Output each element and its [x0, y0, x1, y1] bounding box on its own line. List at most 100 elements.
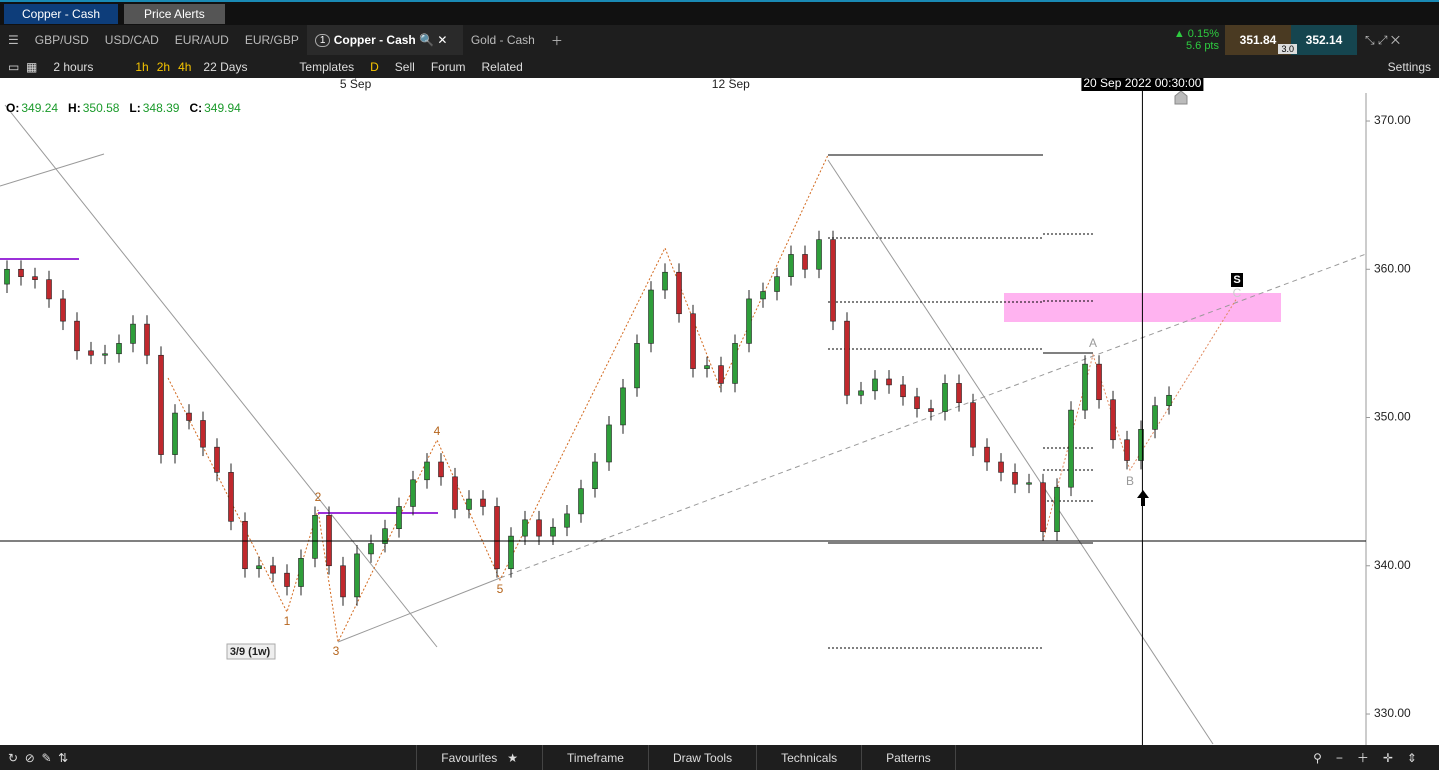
candle-body: [60, 298, 66, 322]
related[interactable]: Related: [481, 59, 523, 74]
candle-body: [172, 412, 178, 455]
wave-label: B: [1126, 474, 1134, 488]
quick-interval[interactable]: 2h: [156, 59, 171, 74]
ohlc-value: 349.24: [21, 101, 59, 115]
candle-body: [354, 553, 360, 598]
candle-body: [18, 268, 24, 277]
candle-body: [382, 528, 388, 544]
window-icons[interactable]: ⤡ ⤢ ✕: [1365, 32, 1401, 47]
market[interactable]: USD/CAD: [104, 33, 159, 47]
sell-price[interactable]: 351.84: [1225, 25, 1291, 55]
signal-bg: [1231, 273, 1243, 287]
candle-body: [1138, 429, 1144, 461]
candle-body: [760, 291, 766, 300]
market[interactable]: EUR/GBP: [244, 33, 299, 47]
candle-body: [662, 271, 668, 291]
candle-body: [928, 408, 934, 412]
candle-body: [942, 383, 948, 412]
candle-body: [1096, 363, 1102, 401]
wave-label: 2: [315, 490, 322, 504]
candle-body: [466, 498, 472, 510]
candle-body: [802, 254, 808, 270]
signal: S: [1233, 274, 1240, 286]
d-button[interactable]: D: [370, 59, 379, 74]
period-label-bg: [226, 643, 276, 660]
bottom-button[interactable]: Timeframe: [542, 745, 648, 770]
candle-body: [368, 543, 374, 555]
tab-name: Copper - Cash: [333, 33, 416, 47]
sell-button[interactable]: Sell: [394, 59, 415, 74]
candle-body: [1054, 486, 1060, 532]
menu-icon[interactable]: ☰: [8, 33, 19, 47]
wave-label: 3: [333, 644, 340, 658]
bottom-button[interactable]: Draw Tools: [647, 745, 756, 770]
candle-body: [858, 390, 864, 396]
candle-body: [704, 365, 710, 369]
zoom-icons[interactable]: ⚲−＋✛⇕: [1313, 751, 1431, 765]
y-tick-label: 360.00: [1374, 261, 1411, 275]
forum[interactable]: Forum: [430, 59, 466, 74]
spread: 3.0: [1278, 44, 1297, 54]
bottom-button[interactable]: Patterns: [861, 745, 956, 770]
ohlc-value: 349.94: [204, 101, 241, 115]
y-tick-label: 330.00: [1374, 706, 1411, 720]
candle-body: [998, 461, 1004, 473]
ohlc-label: C:: [189, 101, 203, 115]
candle-body: [158, 354, 164, 455]
y-tick-label: 340.00: [1374, 558, 1411, 572]
candle-body: [984, 446, 990, 463]
label: Favourites: [441, 750, 498, 765]
market[interactable]: GBP/USD: [34, 33, 89, 47]
candle-body: [312, 515, 318, 559]
tab[interactable]: Copper - Cash: [4, 3, 119, 24]
candle-body: [4, 268, 10, 285]
candle-body: [256, 565, 262, 570]
buy-price[interactable]: 352.14: [1291, 25, 1357, 55]
trend-line: [337, 577, 501, 643]
add-tab[interactable]: ＋: [550, 33, 563, 48]
candle-body: [494, 506, 500, 570]
candle-body: [676, 271, 682, 315]
bottom-button[interactable]: Favourites ★: [416, 745, 542, 770]
candle-body: [480, 498, 486, 507]
candle-body: [396, 506, 402, 530]
other-tab[interactable]: Gold - Cash: [470, 33, 535, 47]
arrow: [1137, 490, 1149, 506]
change-pct: ▲ 0.15%: [1173, 28, 1219, 40]
market-bar: ☰ GBP/USD USD/CAD EUR/AUD EUR/GBP 1 Copp…: [0, 25, 1439, 55]
range[interactable]: 22 Days: [203, 59, 248, 74]
settings[interactable]: Settings: [1387, 59, 1431, 74]
quick-interval[interactable]: 4h: [178, 59, 192, 74]
templates[interactable]: Templates: [299, 59, 355, 74]
trend-line: [0, 153, 105, 187]
wave-label: A: [1089, 336, 1097, 350]
candle-body: [340, 565, 346, 598]
candle-body: [564, 513, 570, 528]
tab[interactable]: Price Alerts: [124, 3, 225, 24]
trend-line: [4, 104, 438, 648]
layout-icons[interactable]: ▭ ▦: [8, 59, 38, 74]
candle-body: [690, 313, 696, 369]
candle-body: [620, 387, 626, 426]
active-tab[interactable]: 1 Copper - Cash 🔍 ✕: [306, 25, 463, 55]
chart: 330.00 340.00 350.00 360.00 370.00 5 Sep 12 Se…: [0, 78, 1439, 745]
candle-body: [634, 343, 640, 389]
tool-icons[interactable]: ↻ ⊘ ✎ ⇅: [8, 750, 69, 765]
candle-body: [438, 461, 444, 478]
candle-body: [844, 320, 850, 396]
market[interactable]: EUR/AUD: [174, 33, 229, 47]
candle-body: [452, 476, 458, 510]
change: ▲ 0.15% 5.6 pts: [1174, 28, 1225, 52]
quick-interval[interactable]: 1h: [135, 59, 149, 74]
candle-body: [1152, 405, 1158, 430]
bottom-button[interactable]: Technicals: [756, 745, 861, 770]
candle-body: [74, 320, 80, 352]
candle-body: [914, 396, 920, 409]
interval[interactable]: 2 hours: [53, 59, 94, 74]
trend-line: [827, 159, 1214, 745]
candle-body: [718, 365, 724, 384]
candle-body: [284, 572, 290, 587]
candle-body: [242, 520, 248, 570]
candle-body: [970, 402, 976, 448]
wave-path: [167, 154, 829, 644]
